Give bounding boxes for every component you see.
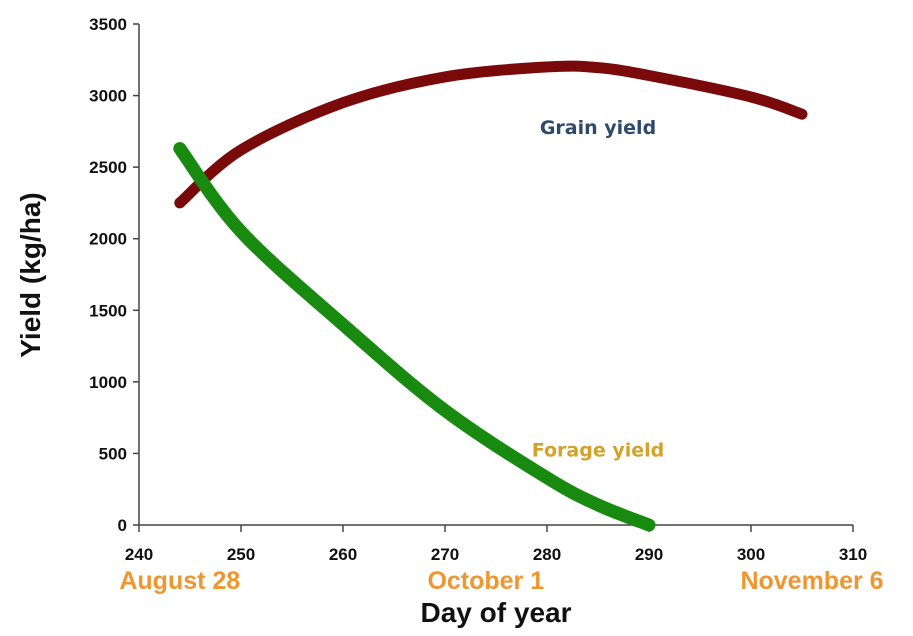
x-tick-label: 240 xyxy=(125,545,153,564)
date-label: August 28 xyxy=(119,567,240,595)
date-label: October 1 xyxy=(427,567,544,595)
date-label: November 6 xyxy=(740,567,883,595)
series-line-grain-yield xyxy=(174,60,808,209)
x-tick-label: 260 xyxy=(329,545,357,564)
series-label: Forage yield xyxy=(532,439,664,461)
x-tick-label: 250 xyxy=(227,545,255,564)
y-tick-label: 3000 xyxy=(89,87,127,106)
x-tick-label: 270 xyxy=(431,545,459,564)
x-axis-label: Day of year xyxy=(421,597,572,628)
x-tick-label: 290 xyxy=(635,545,663,564)
y-tick-label: 0 xyxy=(118,516,127,535)
y-tick-label: 2500 xyxy=(89,158,127,177)
y-tick-label: 3500 xyxy=(89,15,127,34)
y-tick-label: 2000 xyxy=(89,230,127,249)
series-line-forage-yield xyxy=(173,142,656,532)
x-tick-label: 310 xyxy=(839,545,867,564)
series-label: Grain yield xyxy=(540,117,656,139)
y-tick-label: 1000 xyxy=(89,373,127,392)
y-tick-label: 500 xyxy=(99,444,127,463)
y-axis-label: Yield (kg/ha) xyxy=(15,192,46,357)
x-tick-label: 300 xyxy=(737,545,765,564)
y-tick-label: 1500 xyxy=(89,301,127,320)
x-tick-label: 280 xyxy=(533,545,561,564)
